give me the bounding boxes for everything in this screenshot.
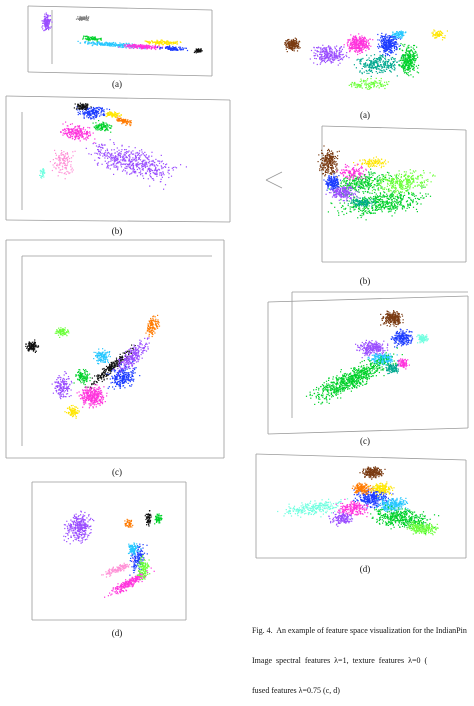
point-cluster [355,340,388,358]
point-cluster [359,466,385,480]
right-panel-a [268,14,464,106]
axis-box-edge [268,428,468,434]
point-cluster [106,111,122,118]
point-cluster [145,315,160,337]
point-cluster [328,187,431,221]
point-cluster [116,116,132,127]
point-cluster [113,337,150,375]
right-label-d: (d) [350,564,380,574]
left-label-c: (c) [102,467,132,477]
left-plot-d [28,478,190,624]
point-cluster [431,29,448,40]
axis-box-edge [6,220,230,222]
caption-line-1: Fig. 4. An example of feature space visu… [252,626,474,636]
caption-line-3: fused features λ=0.75 (c, d) [252,686,474,696]
point-cluster [52,371,73,399]
right-label-b: (b) [350,276,380,286]
point-cluster [353,156,389,168]
point-cluster [284,38,300,53]
right-plot-b [252,122,474,268]
axis-box-edge [28,6,212,10]
point-cluster [371,169,435,197]
right-panel-b [252,122,474,268]
axis-box-edge [256,454,466,460]
left-panel-b [2,92,232,228]
axis-box-edge [268,296,468,302]
point-cluster [377,33,401,56]
right-plot-c [252,288,474,436]
point-cluster [157,45,188,51]
point-cluster [336,164,367,180]
point-cluster [318,145,340,179]
right-plot-a [268,14,464,106]
right-panel-d [252,448,474,564]
point-cluster [348,197,377,207]
point-cluster [391,329,414,348]
figure-caption: Fig. 4. An example of feature space visu… [252,606,474,706]
left-label-d: (d) [102,628,132,638]
point-cluster [380,310,404,327]
point-cluster [194,48,203,53]
point-cluster [354,54,403,77]
point-cluster [64,405,79,419]
left-panel-d [28,478,190,624]
point-cluster [93,120,113,133]
caption-line-2: Image spectral features λ=1, texture fea… [252,656,474,666]
point-cluster [310,45,350,66]
right-label-a: (a) [350,110,380,120]
point-cluster [76,15,89,21]
point-cluster [93,348,111,364]
point-cluster [77,384,108,408]
point-cluster [145,39,182,45]
point-cluster [39,168,45,179]
point-cluster [145,510,152,526]
axis-box-edge [6,96,230,100]
axis-box-edge [28,72,212,76]
point-cluster [277,498,348,518]
point-cluster [328,512,353,527]
point-cluster [25,339,39,353]
right-label-c: (c) [350,436,380,446]
left-panel-a [22,2,218,78]
point-cluster [398,43,419,77]
left-panel-c [2,236,227,462]
point-cluster [344,33,374,55]
left-plot-b [2,92,232,228]
left-label-b: (b) [102,226,132,236]
right-panel-c [252,288,474,436]
axis-box-edge [266,172,282,180]
point-cluster [86,139,187,190]
left-label-a: (a) [102,79,132,89]
right-plot-d [252,448,474,564]
point-cluster [55,327,70,338]
point-cluster [60,122,95,144]
point-cluster [154,513,162,524]
point-cluster [396,358,410,369]
point-cluster [391,31,406,39]
left-plot-a [22,2,218,78]
axis-box-edge [266,180,282,188]
point-cluster [63,511,94,545]
point-cluster [50,150,76,179]
point-cluster [416,334,429,343]
point-cluster [74,369,91,385]
point-cluster [349,78,390,90]
point-cluster [124,519,133,528]
axis-box-edge [322,126,466,130]
left-plot-c [2,236,227,462]
point-cluster [41,13,52,32]
